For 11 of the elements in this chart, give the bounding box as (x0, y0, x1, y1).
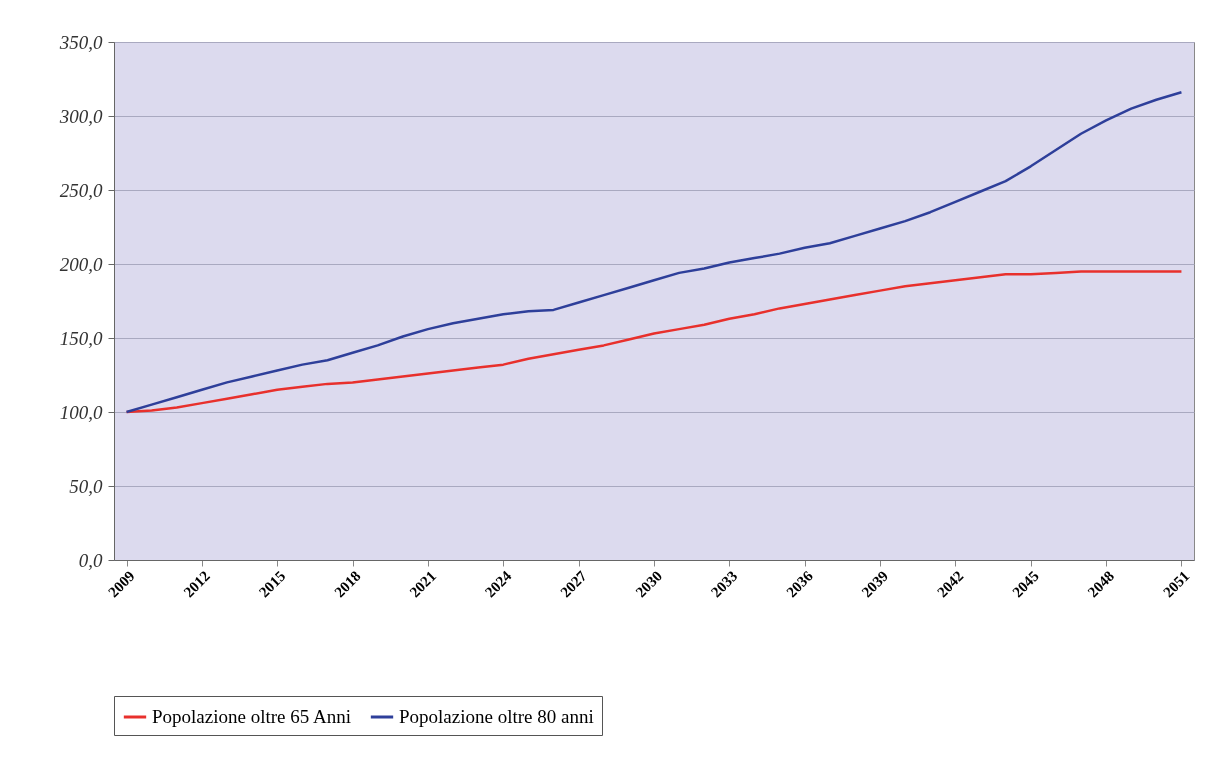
y-tick-label: 350,0 (58, 31, 103, 53)
legend-label: Popolazione oltre 65 Anni (152, 706, 351, 727)
y-tick-label: 0,0 (78, 549, 103, 571)
y-tick-label: 150,0 (59, 327, 103, 349)
y-tick-label: 200,0 (59, 253, 103, 275)
legend-label: Popolazione oltre 80 anni (399, 706, 594, 727)
y-tick-label: 50,0 (69, 475, 103, 497)
y-tick-label: 300,0 (58, 105, 103, 127)
y-tick-label: 100,0 (59, 401, 103, 423)
y-tick-label: 250,0 (59, 179, 103, 201)
line-series (125, 91, 1183, 414)
